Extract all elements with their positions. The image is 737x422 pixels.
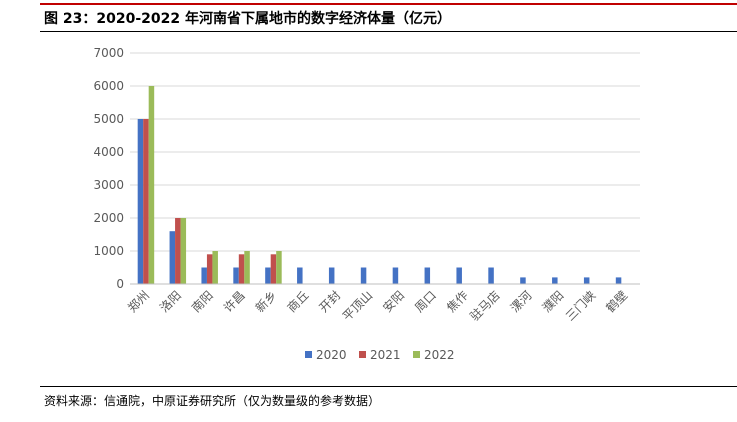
bar-2020 (424, 267, 431, 284)
bar-2020 (552, 277, 558, 284)
bar-2020 (169, 231, 176, 284)
y-tick-label: 1000 (93, 244, 124, 258)
x-tick-label: 驻马店 (467, 288, 503, 324)
x-tick-label: 郑州 (124, 288, 152, 316)
bar-2020 (456, 267, 462, 284)
bar-2020 (583, 277, 590, 284)
y-tick-label: 4000 (93, 145, 124, 159)
bar-2022 (180, 218, 187, 284)
bar-2021 (238, 254, 245, 284)
legend-label: 2021 (370, 348, 401, 362)
bar-2022 (244, 251, 250, 284)
title-accent-rule (40, 3, 737, 5)
bar-2020 (233, 267, 239, 284)
x-tick-label: 许昌 (221, 288, 248, 315)
x-tick-label: 周口 (412, 288, 439, 315)
x-tick-label: 南阳 (188, 288, 216, 316)
bar-2020 (328, 267, 335, 284)
bar-2021 (175, 218, 181, 284)
bar-2020 (392, 267, 399, 284)
source-note: 资料来源：信通院，中原证券研究所（仅为数量级的参考数据） (44, 394, 381, 408)
x-tick-label: 漯河 (508, 288, 535, 315)
bar-2020 (360, 267, 367, 284)
x-tick-label: 开封 (316, 288, 343, 315)
bar-2021 (270, 254, 277, 284)
x-tick-label: 焦作 (444, 288, 471, 315)
bar-2020 (137, 119, 144, 284)
bar-2020 (520, 277, 526, 284)
figure-title: 图 23：2020-2022 年河南省下属地市的数字经济体量（亿元） (44, 11, 451, 27)
x-tick-label: 新乡 (252, 288, 280, 316)
bar-2020 (615, 277, 622, 284)
x-tick-label: 三门峡 (562, 288, 598, 324)
y-tick-label: 6000 (93, 79, 124, 93)
y-tick-label: 2000 (93, 211, 124, 225)
y-tick-label: 0 (116, 277, 124, 291)
bar-2022 (148, 86, 155, 284)
x-tick-label: 濮阳 (539, 288, 567, 316)
bar-2020 (265, 267, 271, 284)
bar-chart: 0 1000 2000 3000 4000 5000 6000 7000 郑州 洛阳 南阳 许昌 新乡商… (93, 46, 640, 362)
bar-2021 (206, 254, 213, 284)
bar-2020 (201, 267, 207, 284)
x-tick-label: 平顶山 (340, 288, 375, 323)
x-tick-label: 洛阳 (156, 288, 184, 316)
source-rule (40, 386, 737, 387)
bar-2020 (297, 267, 303, 284)
legend-swatch-2022 (413, 351, 420, 358)
y-tick-label: 5000 (93, 112, 124, 126)
legend-swatch-2021 (359, 351, 366, 358)
x-tick-label: 安阳 (379, 288, 407, 316)
bar-2022 (212, 251, 218, 284)
legend-label: 2020 (316, 348, 347, 362)
title-underline (40, 31, 737, 32)
y-tick-label: 7000 (93, 46, 124, 60)
bar-2020 (488, 267, 494, 284)
legend-swatch-2020 (305, 351, 312, 358)
y-tick-label: 3000 (93, 178, 124, 192)
bar-2022 (276, 251, 282, 284)
chart-container: 0 1000 2000 3000 4000 5000 6000 7000 郑州 洛阳 南阳 许昌 新乡商… (0, 34, 737, 384)
legend-label: 2022 (424, 348, 455, 362)
x-tick-label: 鹤壁 (603, 288, 631, 316)
bar-2021 (143, 119, 149, 284)
x-tick-label: 商丘 (284, 288, 312, 316)
